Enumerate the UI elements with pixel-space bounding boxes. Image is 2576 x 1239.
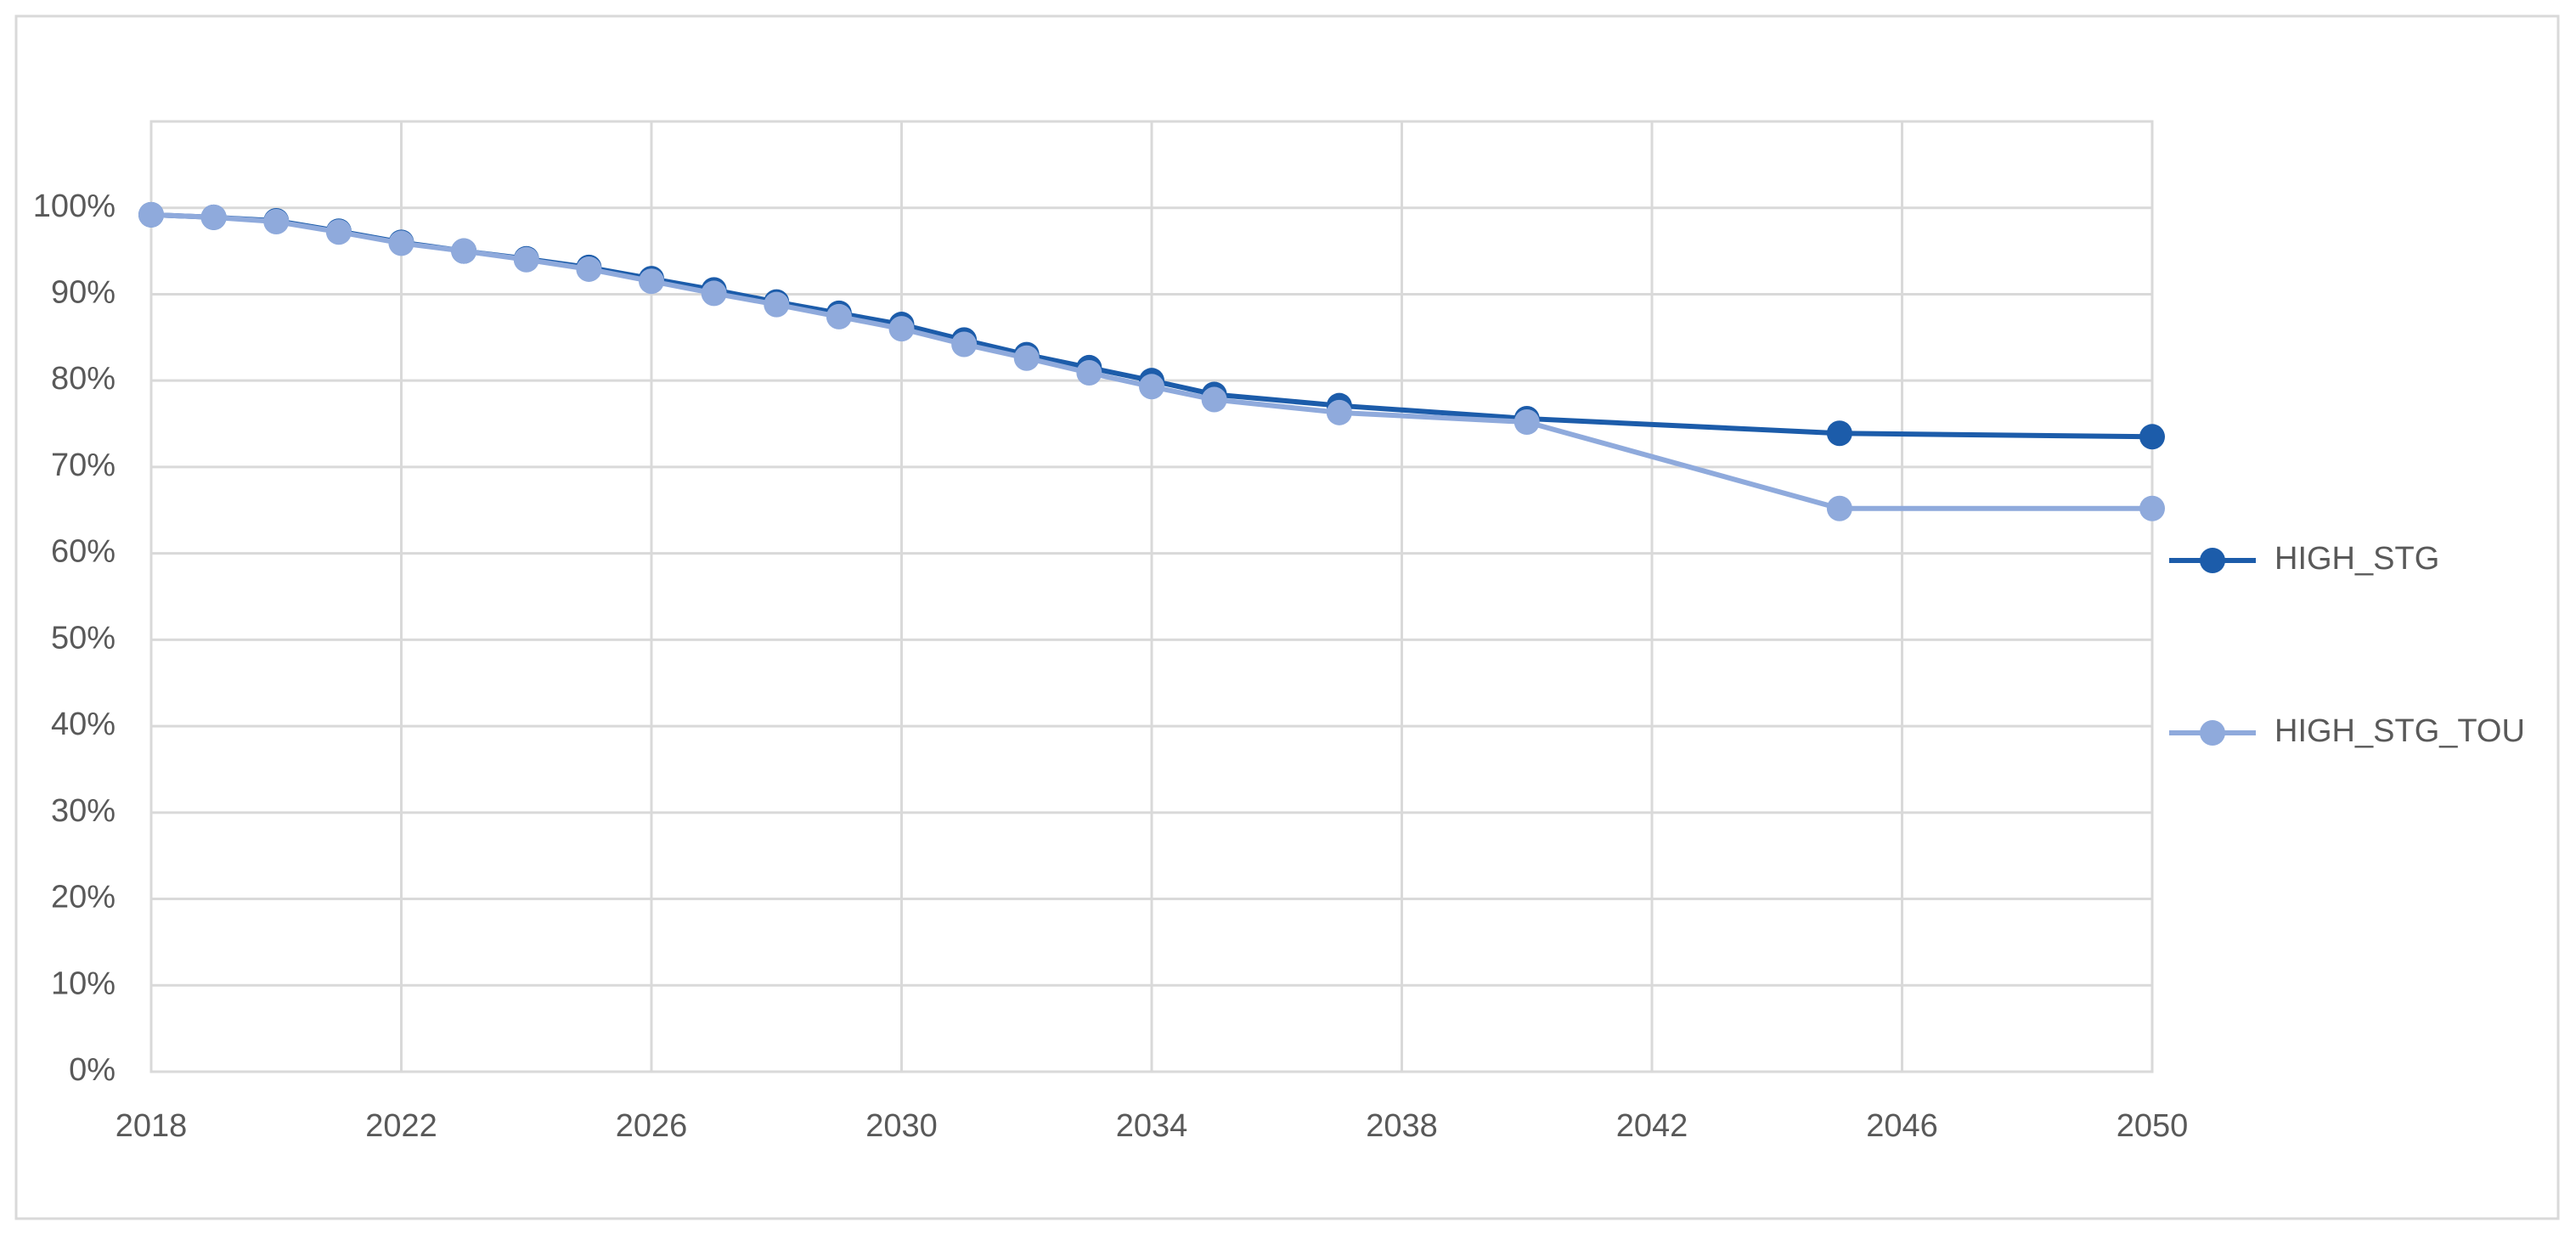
data-point xyxy=(1139,374,1164,400)
x-tick-label: 2018 xyxy=(116,1108,188,1144)
y-tick-label: 0% xyxy=(69,1052,116,1088)
legend-marker xyxy=(2200,548,2225,573)
x-tick-label: 2046 xyxy=(1866,1108,1938,1144)
data-point xyxy=(388,230,414,256)
data-point xyxy=(1201,386,1227,413)
data-point xyxy=(639,268,664,295)
y-tick-label: 70% xyxy=(51,448,116,483)
y-tick-label: 20% xyxy=(51,880,116,915)
chart-border xyxy=(14,14,2560,1220)
data-point xyxy=(1826,495,1852,521)
data-point xyxy=(1513,409,1540,436)
y-tick-label: 50% xyxy=(51,620,116,656)
x-tick-label: 2026 xyxy=(616,1108,688,1144)
y-tick-label: 60% xyxy=(51,534,116,570)
legend-label: HIGH_STG xyxy=(2274,541,2439,577)
y-tick-label: 10% xyxy=(51,966,116,1001)
data-point xyxy=(325,219,352,245)
y-tick-label: 100% xyxy=(33,189,116,224)
data-point xyxy=(2139,424,2165,450)
y-tick-label: 30% xyxy=(51,793,116,829)
data-point xyxy=(826,303,852,329)
legend-label: HIGH_STG_TOU xyxy=(2274,713,2525,749)
data-point xyxy=(263,209,290,235)
data-point xyxy=(1826,420,1852,447)
x-tick-label: 2030 xyxy=(865,1108,938,1144)
data-point xyxy=(951,331,978,358)
data-point xyxy=(2139,495,2165,521)
x-tick-label: 2022 xyxy=(365,1108,437,1144)
x-tick-label: 2038 xyxy=(1366,1108,1438,1144)
x-tick-label: 2042 xyxy=(1616,1108,1688,1144)
data-point xyxy=(701,280,727,307)
y-tick-label: 90% xyxy=(51,274,116,310)
data-point xyxy=(513,246,539,273)
y-tick-label: 80% xyxy=(51,361,116,397)
data-point xyxy=(451,238,477,264)
data-point xyxy=(200,204,227,230)
data-point xyxy=(138,201,164,228)
x-tick-label: 2050 xyxy=(2117,1108,2189,1144)
data-point xyxy=(1076,360,1102,386)
series-line xyxy=(150,211,2152,511)
data-point xyxy=(576,256,602,282)
legend-marker xyxy=(2200,720,2225,746)
data-point xyxy=(1326,399,1352,425)
data-point xyxy=(764,291,790,318)
data-point xyxy=(888,316,915,342)
y-tick-label: 40% xyxy=(51,707,116,742)
x-tick-label: 2034 xyxy=(1116,1108,1188,1144)
data-point xyxy=(1013,345,1040,371)
